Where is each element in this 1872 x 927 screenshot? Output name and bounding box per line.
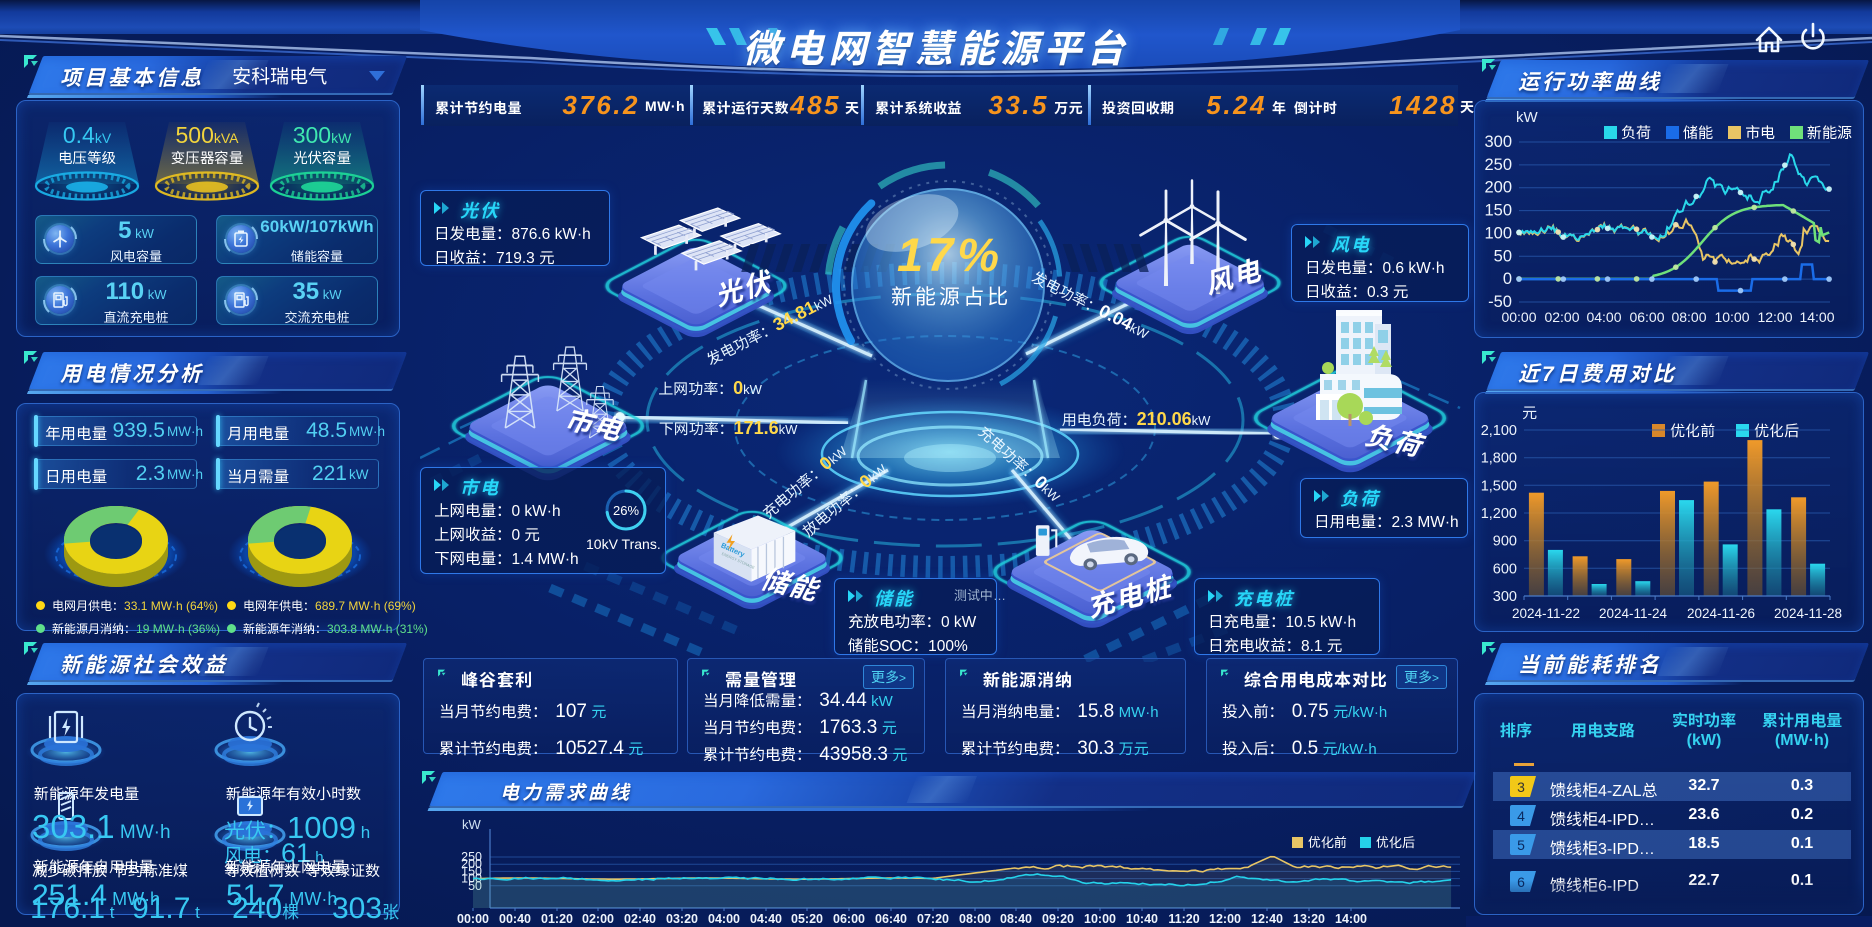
svg-text:09:20: 09:20 [1042,912,1074,926]
svg-text:06:40: 06:40 [875,912,907,926]
svg-text:优化后: 优化后 [1376,835,1415,850]
svg-text:300: 300 [1493,589,1517,605]
svg-text:下网功率：171.6kW: 下网功率：171.6kW [659,418,799,438]
svg-text:900: 900 [1493,534,1517,550]
svg-text:上网功率：0kW: 上网功率：0kW [658,378,763,398]
svg-text:5: 5 [1517,837,1525,853]
svg-text:08:00: 08:00 [1671,309,1706,325]
svg-text:00:00: 00:00 [457,912,489,926]
svg-text:10:00: 10:00 [1084,912,1116,926]
svg-text:2,100: 2,100 [1481,423,1517,439]
svg-text:储能: 储能 [1683,124,1714,142]
svg-text:14:00: 14:00 [1335,912,1367,926]
svg-text:100: 100 [461,872,482,886]
svg-text:200: 200 [1484,179,1512,197]
svg-text:05:20: 05:20 [791,912,823,926]
svg-text:新能源: 新能源 [1807,124,1852,142]
svg-text:11:20: 11:20 [1168,912,1199,926]
svg-text:00:00: 00:00 [1501,309,1536,325]
svg-text:250: 250 [1484,156,1512,174]
svg-text:负荷: 负荷 [1621,125,1651,142]
svg-text:600: 600 [1493,561,1517,577]
svg-text:50: 50 [1494,247,1512,265]
svg-text:17%: 17% [897,228,1003,281]
svg-text:3: 3 [1517,779,1525,795]
svg-text:2024-11-22: 2024-11-22 [1512,606,1580,621]
svg-text:08:00: 08:00 [959,912,991,926]
svg-text:kW: kW [1516,109,1539,126]
svg-text:优化后: 优化后 [1754,422,1799,440]
svg-text:2024-11-24: 2024-11-24 [1599,606,1668,621]
svg-text:kW: kW [462,817,482,832]
svg-text:新能源占比: 新能源占比 [891,286,1011,309]
svg-text:12:00: 12:00 [1209,912,1241,926]
svg-text:150: 150 [1484,202,1512,220]
svg-text:200: 200 [461,857,482,871]
svg-text:50: 50 [468,879,482,893]
svg-text:市电: 市电 [1745,125,1775,142]
svg-text:0: 0 [1503,270,1512,288]
svg-text:1,500: 1,500 [1481,478,1517,494]
svg-text:13:20: 13:20 [1293,912,1325,926]
svg-text:02:00: 02:00 [582,912,614,926]
svg-text:02:40: 02:40 [624,912,656,926]
svg-text:08:40: 08:40 [1000,912,1032,926]
svg-text:用电负荷：210.06kW: 用电负荷：210.06kW [1062,409,1212,429]
svg-text:26%: 26% [613,503,639,518]
svg-text:-50: -50 [1488,293,1512,311]
svg-text:1,800: 1,800 [1481,451,1517,467]
svg-text:300: 300 [1484,133,1512,151]
svg-text:06:00: 06:00 [833,912,865,926]
svg-text:优化前: 优化前 [1670,422,1715,440]
svg-text:02:00: 02:00 [1544,309,1579,325]
svg-text:100: 100 [1484,224,1512,242]
svg-text:2024-11-26: 2024-11-26 [1687,606,1755,621]
svg-text:10:00: 10:00 [1714,309,1749,325]
svg-text:元: 元 [1522,405,1537,422]
svg-text:10:40: 10:40 [1126,912,1158,926]
svg-text:04:00: 04:00 [708,912,740,926]
svg-text:04:40: 04:40 [750,912,782,926]
svg-text:2024-11-28: 2024-11-28 [1774,606,1842,621]
svg-text:01:20: 01:20 [541,912,573,926]
svg-text:12:00: 12:00 [1757,309,1792,325]
svg-text:00:40: 00:40 [499,912,531,926]
svg-text:14:00: 14:00 [1799,309,1834,325]
svg-text:1,200: 1,200 [1481,506,1517,522]
svg-text:250: 250 [461,850,482,864]
svg-text:07:20: 07:20 [917,912,949,926]
svg-text:150: 150 [461,864,482,878]
svg-text:04:00: 04:00 [1586,309,1621,325]
svg-text:4: 4 [1517,808,1525,824]
svg-text:优化前: 优化前 [1308,835,1347,850]
svg-text:12:40: 12:40 [1251,912,1283,926]
svg-text:03:20: 03:20 [666,912,698,926]
svg-text:06:00: 06:00 [1629,309,1664,325]
